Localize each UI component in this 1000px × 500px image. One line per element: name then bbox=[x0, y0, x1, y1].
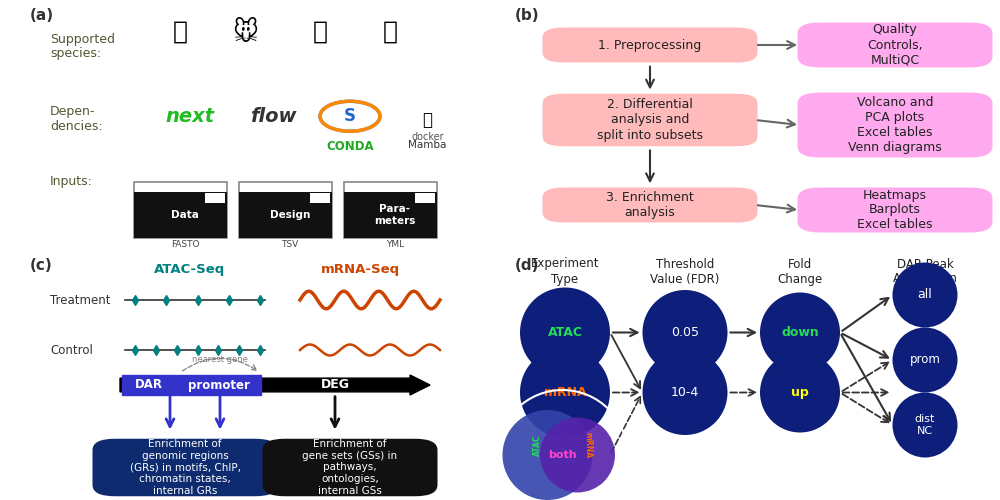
FancyBboxPatch shape bbox=[239, 182, 332, 238]
Ellipse shape bbox=[893, 392, 958, 458]
Ellipse shape bbox=[540, 418, 615, 492]
Polygon shape bbox=[310, 192, 330, 202]
Text: 1. Preprocessing: 1. Preprocessing bbox=[598, 38, 702, 52]
Ellipse shape bbox=[520, 348, 610, 438]
Text: ATAC: ATAC bbox=[533, 434, 542, 456]
Text: DAR Peak
Annotation: DAR Peak Annotation bbox=[893, 258, 957, 285]
Text: Para-
meters: Para- meters bbox=[374, 204, 416, 226]
Text: nearest gene: nearest gene bbox=[192, 355, 248, 364]
Text: Mamba: Mamba bbox=[408, 140, 447, 150]
Text: next: next bbox=[165, 108, 214, 126]
FancyArrow shape bbox=[120, 375, 430, 395]
Ellipse shape bbox=[642, 290, 728, 375]
FancyBboxPatch shape bbox=[798, 22, 992, 68]
Text: Control: Control bbox=[50, 344, 93, 356]
FancyBboxPatch shape bbox=[344, 192, 436, 238]
Text: prom: prom bbox=[910, 354, 940, 366]
Text: mRNA: mRNA bbox=[544, 386, 586, 399]
Circle shape bbox=[320, 101, 380, 131]
Text: dist
NC: dist NC bbox=[915, 414, 935, 436]
FancyBboxPatch shape bbox=[134, 192, 226, 238]
Ellipse shape bbox=[642, 350, 728, 435]
FancyBboxPatch shape bbox=[798, 92, 992, 158]
FancyBboxPatch shape bbox=[176, 375, 261, 395]
Text: both: both bbox=[548, 450, 577, 460]
FancyBboxPatch shape bbox=[542, 94, 758, 146]
Text: 2. Differential
analysis and
split into subsets: 2. Differential analysis and split into … bbox=[597, 98, 703, 142]
Text: (c): (c) bbox=[30, 258, 53, 272]
Text: 3. Enrichment
analysis: 3. Enrichment analysis bbox=[606, 191, 694, 219]
FancyBboxPatch shape bbox=[92, 439, 277, 496]
Text: (d): (d) bbox=[515, 258, 540, 272]
Text: docker: docker bbox=[411, 132, 444, 142]
Text: up: up bbox=[791, 386, 809, 399]
Text: Data: Data bbox=[171, 210, 199, 220]
Text: Fold
Change: Fold Change bbox=[777, 258, 823, 285]
Text: FASTO: FASTO bbox=[171, 240, 199, 249]
FancyBboxPatch shape bbox=[134, 182, 226, 238]
Text: Enrichment of
genomic regions
(GRs) in motifs, ChIP,
chromatin states,
internal : Enrichment of genomic regions (GRs) in m… bbox=[130, 440, 240, 496]
Text: mRNA-Seq: mRNA-Seq bbox=[320, 262, 400, 276]
Text: Treatment: Treatment bbox=[50, 294, 110, 306]
Text: down: down bbox=[781, 326, 819, 339]
Text: Volcano and
PCA plots
Excel tables
Venn diagrams: Volcano and PCA plots Excel tables Venn … bbox=[848, 96, 942, 154]
Ellipse shape bbox=[760, 352, 840, 432]
FancyBboxPatch shape bbox=[122, 375, 176, 395]
FancyBboxPatch shape bbox=[798, 188, 992, 232]
Text: Supported
species:: Supported species: bbox=[50, 32, 115, 60]
Text: Threshold
Value (FDR): Threshold Value (FDR) bbox=[650, 258, 720, 285]
Text: 🧍: 🧍 bbox=[173, 20, 188, 44]
Polygon shape bbox=[205, 192, 225, 202]
FancyBboxPatch shape bbox=[239, 192, 332, 238]
Text: Heatmaps
Barplots
Excel tables: Heatmaps Barplots Excel tables bbox=[857, 188, 933, 232]
Text: DAR: DAR bbox=[135, 378, 163, 392]
Text: CONDA: CONDA bbox=[326, 140, 374, 153]
Text: mRNA: mRNA bbox=[583, 432, 592, 458]
Ellipse shape bbox=[760, 292, 840, 372]
Text: (b): (b) bbox=[515, 8, 540, 22]
Text: ATAC-Seq: ATAC-Seq bbox=[154, 262, 226, 276]
Text: (a): (a) bbox=[30, 8, 54, 22]
Text: Design: Design bbox=[270, 210, 310, 220]
Text: ATAC: ATAC bbox=[548, 326, 582, 339]
Text: Depen-
dencies:: Depen- dencies: bbox=[50, 105, 103, 133]
Text: S: S bbox=[344, 108, 356, 125]
Ellipse shape bbox=[503, 410, 592, 500]
Polygon shape bbox=[415, 192, 435, 202]
Text: YML: YML bbox=[386, 240, 404, 249]
Text: Inputs:: Inputs: bbox=[50, 175, 93, 188]
Text: Enrichment of
gene sets (GSs) in
pathways,
ontologies,
internal GSs: Enrichment of gene sets (GSs) in pathway… bbox=[302, 440, 398, 496]
Text: 0.05: 0.05 bbox=[671, 326, 699, 339]
Ellipse shape bbox=[893, 262, 958, 328]
FancyBboxPatch shape bbox=[344, 182, 436, 238]
Text: 🪰: 🪰 bbox=[312, 20, 328, 44]
FancyBboxPatch shape bbox=[542, 28, 758, 62]
Text: promoter: promoter bbox=[188, 378, 250, 392]
Text: 🐛: 🐛 bbox=[382, 20, 398, 44]
FancyBboxPatch shape bbox=[542, 188, 758, 222]
FancyBboxPatch shape bbox=[262, 439, 438, 496]
Text: 10-4: 10-4 bbox=[671, 386, 699, 399]
Text: Quality
Controls,
MultiQC: Quality Controls, MultiQC bbox=[867, 24, 923, 66]
Text: DEG: DEG bbox=[320, 378, 350, 392]
Text: Experiment
Type: Experiment Type bbox=[531, 258, 599, 285]
Ellipse shape bbox=[520, 288, 610, 378]
Text: TSV: TSV bbox=[281, 240, 299, 249]
Text: 🐭: 🐭 bbox=[232, 20, 258, 45]
Text: 🐳: 🐳 bbox=[422, 111, 432, 129]
Text: flow: flow bbox=[250, 108, 296, 126]
Text: all: all bbox=[918, 288, 932, 302]
Ellipse shape bbox=[893, 328, 958, 392]
